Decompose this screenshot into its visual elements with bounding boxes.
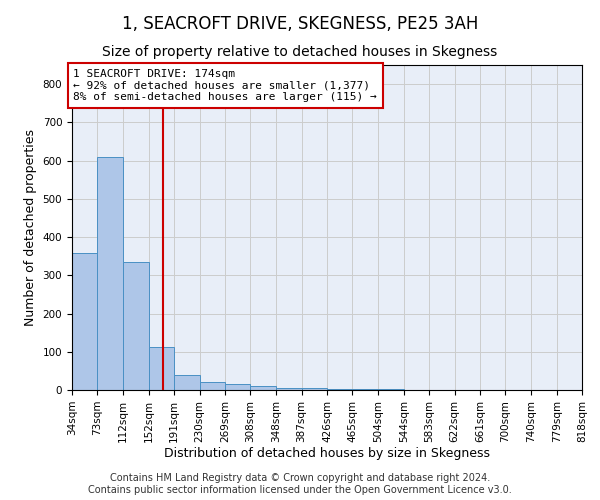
Bar bbox=[250, 386, 276, 390]
Bar bbox=[352, 389, 378, 390]
Bar bbox=[378, 389, 404, 390]
Bar bbox=[199, 382, 225, 390]
Bar bbox=[276, 388, 302, 390]
Text: Size of property relative to detached houses in Skegness: Size of property relative to detached ho… bbox=[103, 45, 497, 59]
Bar bbox=[174, 376, 199, 390]
Text: 1 SEACROFT DRIVE: 174sqm
← 92% of detached houses are smaller (1,377)
8% of semi: 1 SEACROFT DRIVE: 174sqm ← 92% of detach… bbox=[73, 69, 377, 102]
Y-axis label: Number of detached properties: Number of detached properties bbox=[24, 129, 37, 326]
X-axis label: Distribution of detached houses by size in Skegness: Distribution of detached houses by size … bbox=[164, 448, 490, 460]
Bar bbox=[327, 389, 352, 390]
Bar bbox=[149, 347, 174, 390]
Bar bbox=[72, 253, 97, 390]
Bar bbox=[123, 262, 149, 390]
Text: Contains HM Land Registry data © Crown copyright and database right 2024.
Contai: Contains HM Land Registry data © Crown c… bbox=[88, 474, 512, 495]
Bar bbox=[97, 157, 123, 390]
Bar bbox=[225, 384, 250, 390]
Bar bbox=[302, 388, 327, 390]
Text: 1, SEACROFT DRIVE, SKEGNESS, PE25 3AH: 1, SEACROFT DRIVE, SKEGNESS, PE25 3AH bbox=[122, 15, 478, 33]
